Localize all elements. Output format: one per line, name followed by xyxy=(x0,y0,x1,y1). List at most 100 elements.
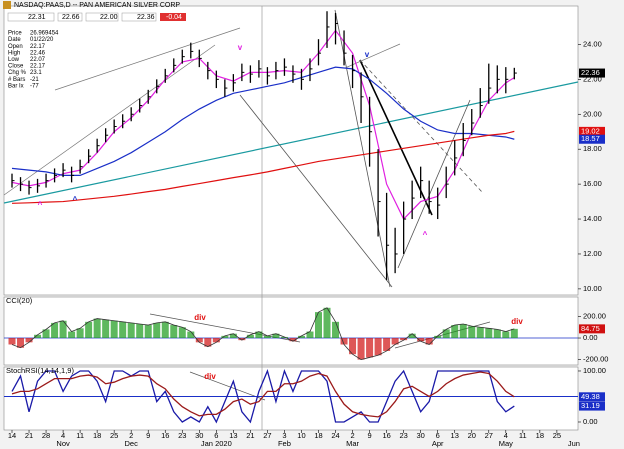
cci-bar xyxy=(59,320,67,339)
moving-average xyxy=(11,130,515,204)
info-label: Price xyxy=(8,31,22,37)
cci-bar xyxy=(110,320,118,339)
stoch-line xyxy=(11,368,515,424)
cci-bar xyxy=(8,338,16,345)
trend-line xyxy=(54,27,241,91)
info-value: 26.969454 xyxy=(30,31,59,37)
x-tick-label: 27 xyxy=(263,431,271,440)
cci-bar xyxy=(34,334,42,339)
quote-box xyxy=(121,12,157,22)
cci-bar xyxy=(297,335,305,339)
cci-bar xyxy=(374,338,382,356)
cci-bar xyxy=(323,307,331,339)
cci-bar xyxy=(42,329,50,339)
value-box xyxy=(579,392,605,402)
value-box-label: 49.38 xyxy=(581,392,600,401)
cci-bar xyxy=(332,321,340,339)
y-tick-label: 24.00 xyxy=(583,39,602,48)
cci-bar xyxy=(417,338,425,342)
annotation: div xyxy=(194,313,206,322)
y-tick-label: 14.00 xyxy=(583,214,602,223)
cci-bar xyxy=(272,333,280,339)
y-tick-label: 10.00 xyxy=(583,284,602,293)
stoch-trend-line xyxy=(189,371,266,401)
x-tick-label: 18 xyxy=(314,431,322,440)
x-tick-label: 6 xyxy=(214,431,218,440)
info-label: High xyxy=(8,50,20,56)
value-box xyxy=(579,68,605,78)
cci-bar xyxy=(229,333,237,339)
info-value: -77 xyxy=(30,83,39,89)
quote-high: 22.66 xyxy=(62,14,80,21)
trend-line xyxy=(359,59,433,216)
moving-average xyxy=(11,66,515,176)
info-value: 23.1 xyxy=(30,70,42,76)
cci-bar xyxy=(476,327,484,339)
x-tick-label: 13 xyxy=(451,431,459,440)
cci-bar xyxy=(246,334,254,339)
y-tick-label: 0.00 xyxy=(583,417,598,426)
quote-change-box xyxy=(160,13,186,21)
x-tick-label: 11 xyxy=(519,431,527,440)
trend-line xyxy=(359,59,483,193)
x-month-label: May xyxy=(499,439,513,448)
y-tick-label: 18.00 xyxy=(583,144,602,153)
x-tick-label: 21 xyxy=(25,431,33,440)
value-box xyxy=(579,401,605,411)
x-tick-label: 21 xyxy=(246,431,254,440)
y-tick-label: 0.00 xyxy=(583,333,598,342)
cci-bar xyxy=(349,338,357,355)
quote-box xyxy=(57,12,83,22)
cci-bar xyxy=(93,318,101,339)
plot-area: 10.0012.0014.0016.0018.0020.0022.0024.00… xyxy=(4,11,608,448)
info-label: Bar Ix xyxy=(8,83,24,89)
x-tick-label: 24 xyxy=(331,431,339,440)
info-value: 22.07 xyxy=(30,57,46,63)
x-tick-label: 16 xyxy=(382,431,390,440)
cci-bar xyxy=(340,338,348,345)
quote-low: 22.00 xyxy=(100,14,118,21)
cci-bar xyxy=(255,331,263,339)
cci-bar xyxy=(468,326,476,339)
x-tick-label: 20 xyxy=(468,431,476,440)
cci-bar xyxy=(144,325,152,339)
value-box-label: 31.19 xyxy=(581,401,600,410)
cci-bar xyxy=(85,321,93,339)
y-tick-label: 22.00 xyxy=(583,74,602,83)
y-tick-label: 12.00 xyxy=(583,249,602,258)
annotation: ^ xyxy=(423,230,428,239)
x-month-label: Jun xyxy=(568,439,580,448)
info-label: Close xyxy=(8,64,24,70)
cci-bar xyxy=(459,323,467,339)
info-value: 22.17 xyxy=(30,44,46,50)
cci-bar xyxy=(485,328,493,339)
chart-title: NASDAQ:PAAS,D -- PAN AMERICAN SILVER COR… xyxy=(14,2,180,9)
value-box-label: 22.36 xyxy=(581,68,600,77)
value-box-label: 18.57 xyxy=(581,134,600,143)
cci-bar xyxy=(306,331,314,339)
x-month-label: Dec xyxy=(125,439,139,448)
x-tick-label: 3 xyxy=(282,431,286,440)
cci-bar xyxy=(153,322,161,339)
cci-bar xyxy=(51,322,59,339)
cci-bar xyxy=(170,325,178,339)
cci-bar xyxy=(493,329,501,339)
x-tick-label: 6 xyxy=(436,431,440,440)
x-tick-label: 2 xyxy=(129,431,133,440)
trend-line xyxy=(239,94,393,288)
x-month-label: Mar xyxy=(346,439,359,448)
cci-line xyxy=(11,307,515,361)
annotation: ^ xyxy=(38,200,43,209)
cci-bar xyxy=(408,333,416,339)
cci-bar xyxy=(263,335,271,339)
info-value: 01/22/20 xyxy=(30,37,54,43)
stoch-panel xyxy=(3,366,579,431)
info-label: Low xyxy=(8,57,20,63)
cci-bar xyxy=(25,338,33,343)
cci-bar xyxy=(502,331,510,339)
cci-bar xyxy=(102,319,110,339)
info-panel: Price 26.969454 Date 01/22/20 Open 22.17 High 2… xyxy=(8,31,59,90)
header: NASDAQ:PAAS,D -- PAN AMERICAN SILVER COR… xyxy=(3,1,186,22)
cci-bar xyxy=(289,338,297,342)
